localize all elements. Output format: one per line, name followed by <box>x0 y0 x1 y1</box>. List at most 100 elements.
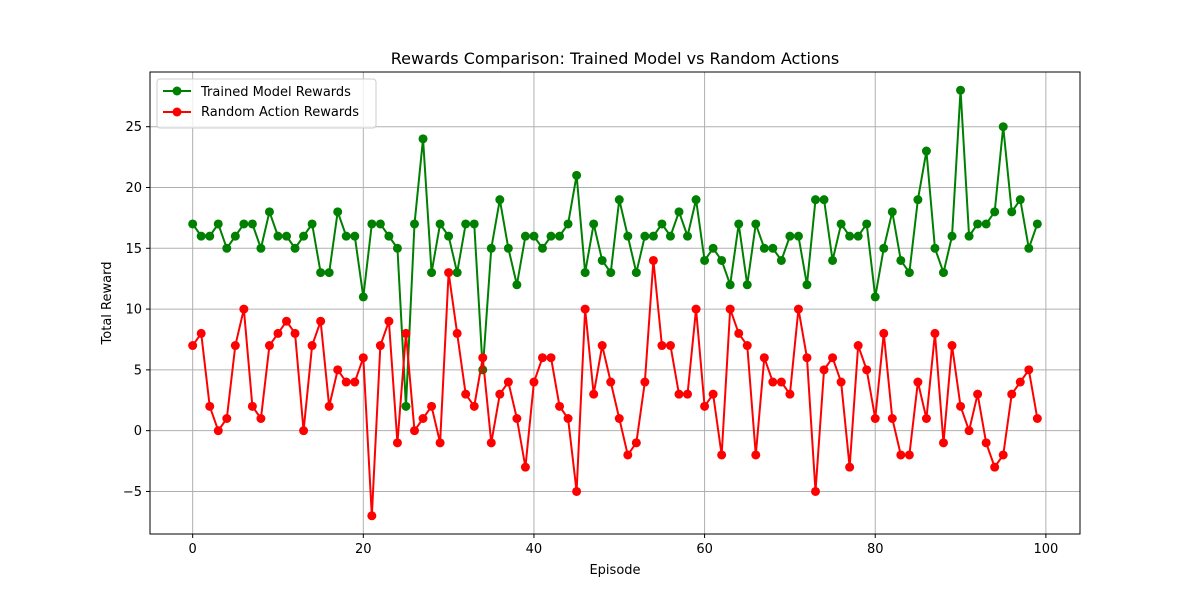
data-point-random <box>776 377 786 387</box>
x-tick-label: 20 <box>355 542 372 557</box>
data-point-random <box>631 438 641 448</box>
data-point-trained <box>691 195 701 205</box>
y-tick-label: 20 <box>125 181 142 196</box>
data-point-random <box>222 414 232 423</box>
data-point-random <box>930 328 940 338</box>
data-point-random <box>623 450 633 460</box>
data-point-trained <box>870 292 880 302</box>
data-point-random <box>469 401 479 411</box>
data-point-random <box>409 426 419 436</box>
y-tick-label: 5 <box>134 363 142 378</box>
data-point-trained <box>299 231 309 241</box>
data-point-random <box>674 389 684 399</box>
y-tick-label: 10 <box>125 303 142 318</box>
data-point-random <box>759 353 769 363</box>
data-point-random <box>887 414 897 423</box>
data-point-random <box>324 401 334 411</box>
data-point-trained <box>683 231 693 241</box>
data-point-random <box>256 414 266 423</box>
data-point-random <box>836 377 846 387</box>
data-point-trained <box>282 231 292 241</box>
data-point-random <box>597 341 607 351</box>
data-point-trained <box>452 268 462 278</box>
data-point-trained <box>358 292 368 302</box>
data-point-trained <box>623 231 633 241</box>
legend-marker-random <box>172 107 182 117</box>
data-point-random <box>973 389 983 399</box>
data-point-trained <box>392 243 402 253</box>
data-point-trained <box>341 231 351 241</box>
data-point-random <box>188 341 198 351</box>
data-point-random <box>503 377 513 387</box>
data-point-trained <box>657 219 667 229</box>
data-point-random <box>990 462 1000 472</box>
data-point-random <box>392 438 402 448</box>
data-point-trained <box>529 231 539 241</box>
data-point-random <box>921 414 931 423</box>
data-point-trained <box>990 207 1000 217</box>
data-point-random <box>862 365 872 375</box>
data-point-random <box>401 328 411 338</box>
data-point-trained <box>256 243 266 253</box>
data-point-random <box>734 328 744 338</box>
data-point-random <box>896 450 906 460</box>
data-point-random <box>913 377 923 387</box>
data-point-random <box>751 450 761 460</box>
data-point-trained <box>896 255 906 265</box>
data-point-trained <box>367 219 377 229</box>
data-point-random <box>205 401 215 411</box>
data-point-trained <box>811 195 821 205</box>
data-point-random <box>546 353 556 363</box>
data-point-random <box>725 304 735 314</box>
data-point-random <box>316 316 326 326</box>
y-tick-label: 15 <box>125 242 142 257</box>
data-point-random <box>640 377 650 387</box>
data-point-random <box>819 365 829 375</box>
data-point-random <box>247 401 257 411</box>
data-point-trained <box>913 195 923 205</box>
data-point-trained <box>879 243 889 253</box>
legend-box <box>156 78 377 129</box>
data-point-trained <box>520 231 530 241</box>
data-point-trained <box>580 268 590 278</box>
data-point-trained <box>205 231 215 241</box>
legend-label-trained: Trained Model Rewards <box>200 85 351 100</box>
data-point-random <box>1007 389 1017 399</box>
data-point-random <box>529 377 539 387</box>
data-point-trained <box>196 231 206 241</box>
data-point-random <box>350 377 360 387</box>
data-point-trained <box>563 219 573 229</box>
data-point-trained <box>998 122 1008 132</box>
data-point-trained <box>700 255 710 265</box>
data-point-random <box>938 438 948 448</box>
data-point-trained <box>725 280 735 290</box>
y-tick-label: −5 <box>123 485 142 500</box>
data-point-trained <box>853 231 863 241</box>
data-point-random <box>1015 377 1025 387</box>
data-point-trained <box>768 243 778 253</box>
data-point-trained <box>307 219 317 229</box>
data-point-trained <box>734 219 744 229</box>
data-point-random <box>418 414 428 423</box>
data-point-random <box>486 438 496 448</box>
data-point-trained <box>785 231 795 241</box>
data-point-trained <box>759 243 769 253</box>
data-point-trained <box>230 231 240 241</box>
tick-layer: 0 20 40 60 80 100 −5 0 5 10 15 20 25 <box>123 120 1058 557</box>
data-point-trained <box>973 219 983 229</box>
data-point-trained <box>316 268 326 278</box>
data-point-random <box>870 414 880 423</box>
data-point-trained <box>862 219 872 229</box>
data-point-random <box>947 341 957 351</box>
data-point-trained <box>555 231 565 241</box>
data-point-random <box>358 353 368 363</box>
data-point-trained <box>444 231 454 241</box>
data-point-trained <box>930 243 940 253</box>
data-point-trained <box>572 170 582 180</box>
data-point-random <box>196 328 206 338</box>
data-point-trained <box>222 243 232 253</box>
data-point-trained <box>819 195 829 205</box>
data-point-random <box>213 426 223 436</box>
x-tick-label: 40 <box>526 542 543 557</box>
legend: Trained Model Rewards Random Action Rewa… <box>156 78 377 129</box>
